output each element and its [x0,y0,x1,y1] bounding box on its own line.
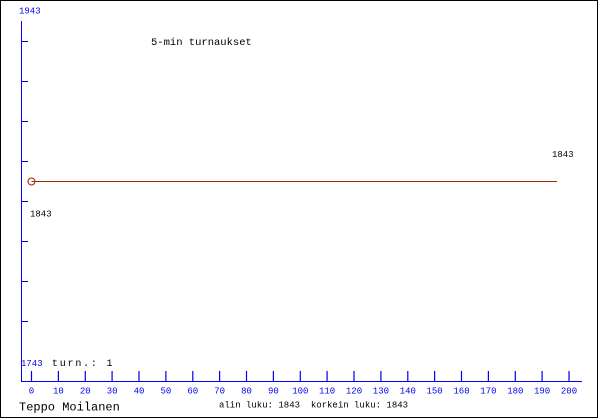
svg-text:130: 130 [373,387,389,397]
svg-text:5-min turnaukset: 5-min turnaukset [151,37,252,49]
svg-text:170: 170 [480,387,496,397]
svg-text:0: 0 [29,387,34,397]
svg-text:100: 100 [292,387,308,397]
svg-text:110: 110 [319,387,335,397]
svg-text:Teppo Moilanen: Teppo Moilanen [19,401,120,415]
svg-text:20: 20 [80,387,91,397]
svg-text:30: 30 [107,387,118,397]
svg-text:90: 90 [268,387,279,397]
svg-text:120: 120 [346,387,362,397]
svg-text:50: 50 [160,387,171,397]
svg-text:1843: 1843 [552,150,574,160]
svg-text:200: 200 [561,387,577,397]
svg-text:10: 10 [53,387,64,397]
svg-text:160: 160 [453,387,469,397]
svg-text:alin luku: 1843 korkein luku:: alin luku: 1843 korkein luku: 1843 [219,401,408,411]
svg-text:140: 140 [400,387,416,397]
svg-text:40: 40 [134,387,145,397]
svg-text:180: 180 [507,387,523,397]
svg-text:150: 150 [426,387,442,397]
svg-text:80: 80 [241,387,252,397]
svg-text:1743 turn.: 1: 1743 turn.: 1 [21,359,114,370]
svg-text:70: 70 [214,387,225,397]
svg-text:1943: 1943 [19,7,41,17]
svg-text:1843: 1843 [30,210,52,220]
svg-text:60: 60 [187,387,198,397]
svg-text:190: 190 [534,387,550,397]
